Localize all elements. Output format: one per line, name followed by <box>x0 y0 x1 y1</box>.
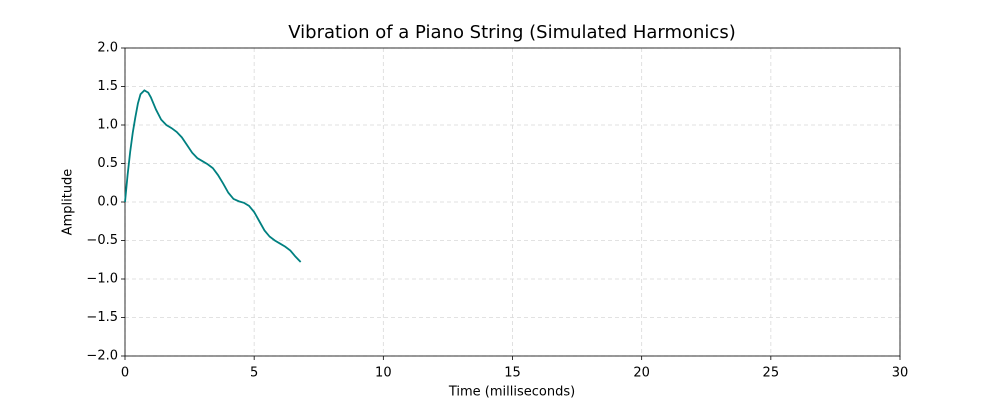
x-tick-label: 0 <box>121 366 129 381</box>
y-tick-label: 0.5 <box>97 156 118 171</box>
y-tick-label: −1.5 <box>86 310 118 325</box>
x-tick-label: 15 <box>504 366 521 381</box>
chart-title: Vibration of a Piano String (Simulated H… <box>288 22 735 43</box>
y-tick-label: −1.0 <box>86 272 118 287</box>
x-tick-label: 20 <box>633 366 650 381</box>
data-line <box>124 89 302 263</box>
x-tick-label: 25 <box>763 366 780 381</box>
y-tick-label: 1.0 <box>97 118 118 133</box>
y-axis-label: Amplitude <box>61 169 76 236</box>
y-tick-label: 0.0 <box>97 195 118 210</box>
y-tick-label: 2.0 <box>97 41 118 56</box>
x-tick-label: 5 <box>250 366 258 381</box>
x-axis-label: Time (milliseconds) <box>448 385 575 400</box>
y-tick-label: −0.5 <box>86 233 118 248</box>
x-tick-label: 10 <box>375 366 392 381</box>
y-tick-label: 1.5 <box>97 79 118 94</box>
x-tick-label: 30 <box>892 366 909 381</box>
y-tick-label: −2.0 <box>86 349 118 364</box>
